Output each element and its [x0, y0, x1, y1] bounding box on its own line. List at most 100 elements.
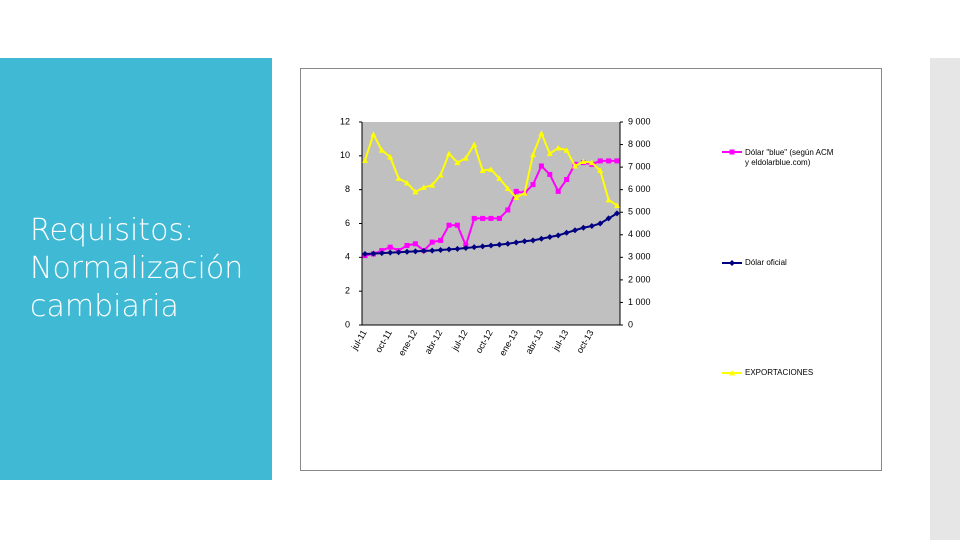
marker — [513, 188, 519, 194]
marker — [538, 163, 544, 169]
y2-tick-label: 6 000 — [628, 184, 651, 194]
marker — [429, 182, 436, 188]
marker — [480, 215, 486, 221]
marker — [538, 235, 545, 242]
marker — [362, 157, 368, 163]
marker — [597, 220, 604, 227]
marker — [564, 177, 570, 183]
marker — [437, 247, 444, 254]
marker — [496, 215, 502, 221]
legend-entry: Dólar oficial — [745, 258, 787, 267]
marker — [420, 184, 427, 190]
marker — [572, 162, 578, 169]
marker — [605, 196, 612, 203]
marker — [362, 250, 368, 257]
y-tick-label: 6 — [345, 218, 350, 228]
marker — [597, 158, 603, 164]
marker — [530, 237, 536, 244]
marker — [370, 131, 377, 137]
y-tick-label: 8 — [345, 184, 350, 194]
side-bar — [930, 58, 960, 540]
marker — [395, 175, 402, 181]
marker — [412, 241, 418, 247]
y-tick-label: 4 — [345, 252, 350, 262]
y-tick-label: 12 — [340, 116, 350, 126]
y2-tick-label: 4 000 — [628, 229, 651, 239]
marker — [454, 222, 460, 228]
marker — [588, 159, 595, 166]
marker — [521, 238, 528, 245]
marker — [479, 243, 486, 250]
marker — [513, 239, 520, 246]
y2-tick-label: 2 000 — [628, 274, 651, 284]
marker — [446, 246, 452, 253]
marker — [488, 242, 494, 249]
marker — [429, 239, 435, 245]
marker — [504, 240, 511, 247]
marker — [471, 244, 478, 251]
marker — [496, 241, 503, 248]
marker — [530, 151, 536, 158]
marker — [387, 153, 394, 160]
y2-tick-label: 3 000 — [628, 252, 651, 262]
y2-tick-label: 0 — [628, 319, 633, 329]
marker — [546, 150, 553, 157]
marker — [555, 188, 561, 194]
title-line: Requisitos: — [30, 213, 195, 248]
y2-tick-label: 5 000 — [628, 207, 651, 217]
marker — [521, 190, 528, 196]
marker — [412, 248, 419, 255]
marker — [563, 229, 570, 236]
marker — [605, 215, 612, 222]
marker — [729, 370, 735, 376]
marker — [471, 215, 477, 221]
marker — [404, 248, 410, 255]
marker — [395, 249, 402, 256]
marker — [378, 147, 385, 153]
marker — [479, 167, 486, 173]
marker — [429, 247, 436, 254]
marker — [488, 215, 494, 221]
marker — [446, 150, 452, 157]
marker — [580, 158, 587, 164]
marker — [488, 166, 494, 172]
marker — [729, 260, 735, 266]
marker — [412, 188, 419, 195]
marker — [580, 224, 587, 231]
slide-title: Requisitos: Normalización cambiaria — [30, 212, 243, 326]
marker — [370, 250, 377, 257]
marker — [420, 247, 427, 254]
marker — [504, 185, 511, 192]
marker — [538, 130, 545, 136]
marker — [729, 149, 735, 155]
marker — [387, 249, 394, 256]
y-tick-label: 10 — [340, 150, 350, 160]
marker — [597, 167, 604, 173]
y-tick-label: 0 — [345, 319, 350, 329]
y-tick-label: 2 — [345, 286, 350, 296]
marker — [614, 158, 620, 164]
accent-panel — [0, 58, 272, 480]
marker — [530, 182, 536, 188]
marker — [513, 194, 520, 201]
marker — [404, 179, 410, 186]
legend-entry: EXPORTACIONES — [745, 368, 814, 377]
marker — [555, 144, 562, 151]
marker — [404, 242, 410, 248]
marker — [614, 202, 620, 208]
marker — [446, 222, 452, 228]
marker — [547, 171, 553, 177]
y2-tick-label: 9 000 — [628, 116, 651, 126]
title-line: cambiaria — [30, 289, 179, 324]
marker — [462, 155, 469, 161]
marker — [614, 210, 620, 217]
y2-tick-label: 8 000 — [628, 139, 651, 149]
marker — [563, 147, 570, 153]
marker — [505, 207, 511, 213]
marker — [606, 158, 612, 164]
marker — [496, 175, 503, 181]
plot-area — [362, 122, 620, 325]
marker — [555, 232, 562, 239]
